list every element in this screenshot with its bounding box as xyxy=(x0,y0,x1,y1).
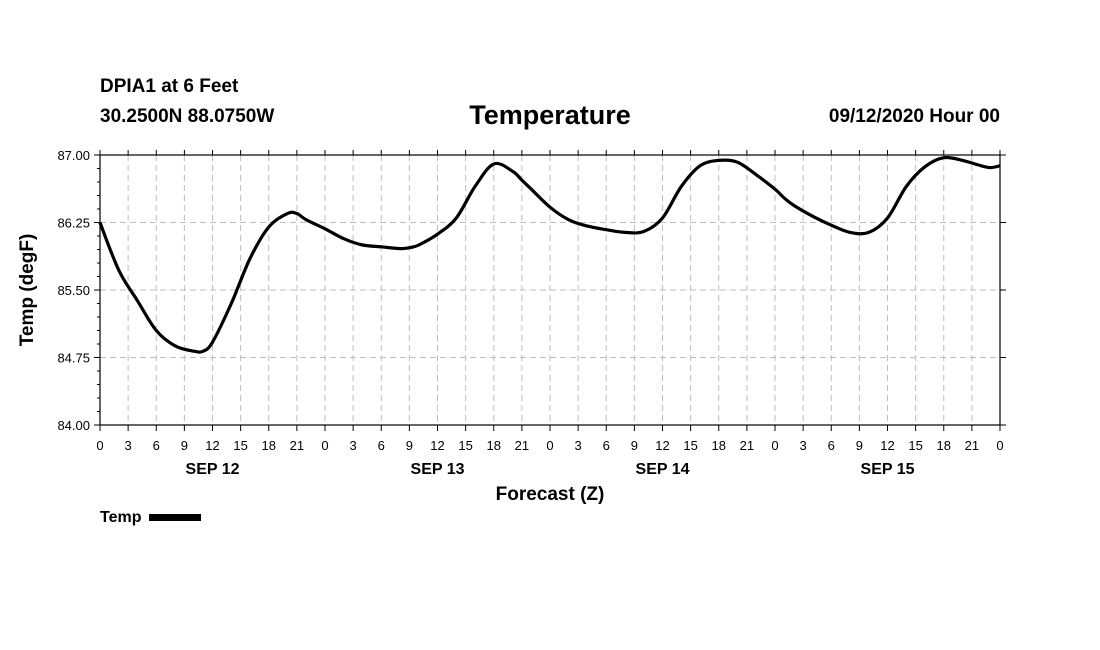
x-tick-label: 21 xyxy=(290,438,304,453)
x-tick-label: 3 xyxy=(800,438,807,453)
legend-label: Temp xyxy=(100,509,142,526)
day-labels: SEP 12 SEP 13 SEP 14 SEP 15 xyxy=(186,461,915,478)
x-tick-label: 0 xyxy=(546,438,553,453)
x-tick-label: 9 xyxy=(406,438,413,453)
x-tick-label: 12 xyxy=(880,438,894,453)
x-tick-label: 12 xyxy=(655,438,669,453)
x-tick-label: 15 xyxy=(908,438,922,453)
day-label: SEP 14 xyxy=(636,461,690,478)
y-tick-label: 87.00 xyxy=(57,148,90,163)
x-tick-label: 9 xyxy=(181,438,188,453)
x-tick-label: 6 xyxy=(378,438,385,453)
x-tick-label: 18 xyxy=(937,438,951,453)
series-line-temp xyxy=(98,155,1001,354)
y-tick-label: 86.25 xyxy=(57,216,90,231)
x-tick-label: 3 xyxy=(125,438,132,453)
day-label: SEP 12 xyxy=(186,461,240,478)
run-time: 09/12/2020 Hour 00 xyxy=(828,106,1000,127)
x-tick-label: 3 xyxy=(575,438,582,453)
x-tick-label: 15 xyxy=(458,438,472,453)
x-tick-label: 3 xyxy=(350,438,357,453)
x-tick-label: 15 xyxy=(233,438,247,453)
y-axis: 84.00 84.75 85.50 86.25 87.00 xyxy=(57,148,1006,433)
y-tick-label: 85.50 xyxy=(57,283,90,298)
x-tick-label: 6 xyxy=(828,438,835,453)
legend: Temp xyxy=(100,509,202,527)
x-tick-label: 18 xyxy=(487,438,501,453)
legend-swatch xyxy=(149,514,202,522)
x-tick-label: 21 xyxy=(740,438,754,453)
x-tick-label: 12 xyxy=(205,438,219,453)
x-tick-label: 18 xyxy=(262,438,276,453)
x-tick-label: 0 xyxy=(321,438,328,453)
day-label: SEP 15 xyxy=(861,461,915,478)
x-tick-label: 21 xyxy=(965,438,979,453)
series-layer xyxy=(98,155,1001,354)
x-tick-label: 15 xyxy=(683,438,697,453)
y-axis-label: Temp (degF) xyxy=(17,234,38,347)
x-tick-label: 0 xyxy=(996,438,1003,453)
grid-lines xyxy=(100,154,1000,425)
x-axis: 0 3 6 9 12 15 18 21 0 3 6 9 12 15 18 21 0 3 6 9 12 15 18 21 0 3 6 9… xyxy=(96,150,1004,453)
station-name: DPIA1 at 6 Feet xyxy=(100,76,239,97)
x-axis-label: Forecast (Z) xyxy=(496,484,605,505)
x-tick-label: 0 xyxy=(96,438,103,453)
station-coordinates: 30.2500N 88.0750W xyxy=(100,106,275,127)
chart-title: Temperature xyxy=(469,100,631,130)
x-tick-label: 9 xyxy=(631,438,638,453)
x-tick-label: 0 xyxy=(771,438,778,453)
x-tick-label: 21 xyxy=(515,438,529,453)
day-label: SEP 13 xyxy=(411,461,465,478)
x-tick-label: 12 xyxy=(430,438,444,453)
x-tick-label: 6 xyxy=(153,438,160,453)
x-tick-label: 6 xyxy=(603,438,610,453)
x-tick-label: 9 xyxy=(856,438,863,453)
x-tick-label: 18 xyxy=(712,438,726,453)
y-tick-label: 84.75 xyxy=(57,351,90,366)
y-tick-label: 84.00 xyxy=(57,418,90,433)
